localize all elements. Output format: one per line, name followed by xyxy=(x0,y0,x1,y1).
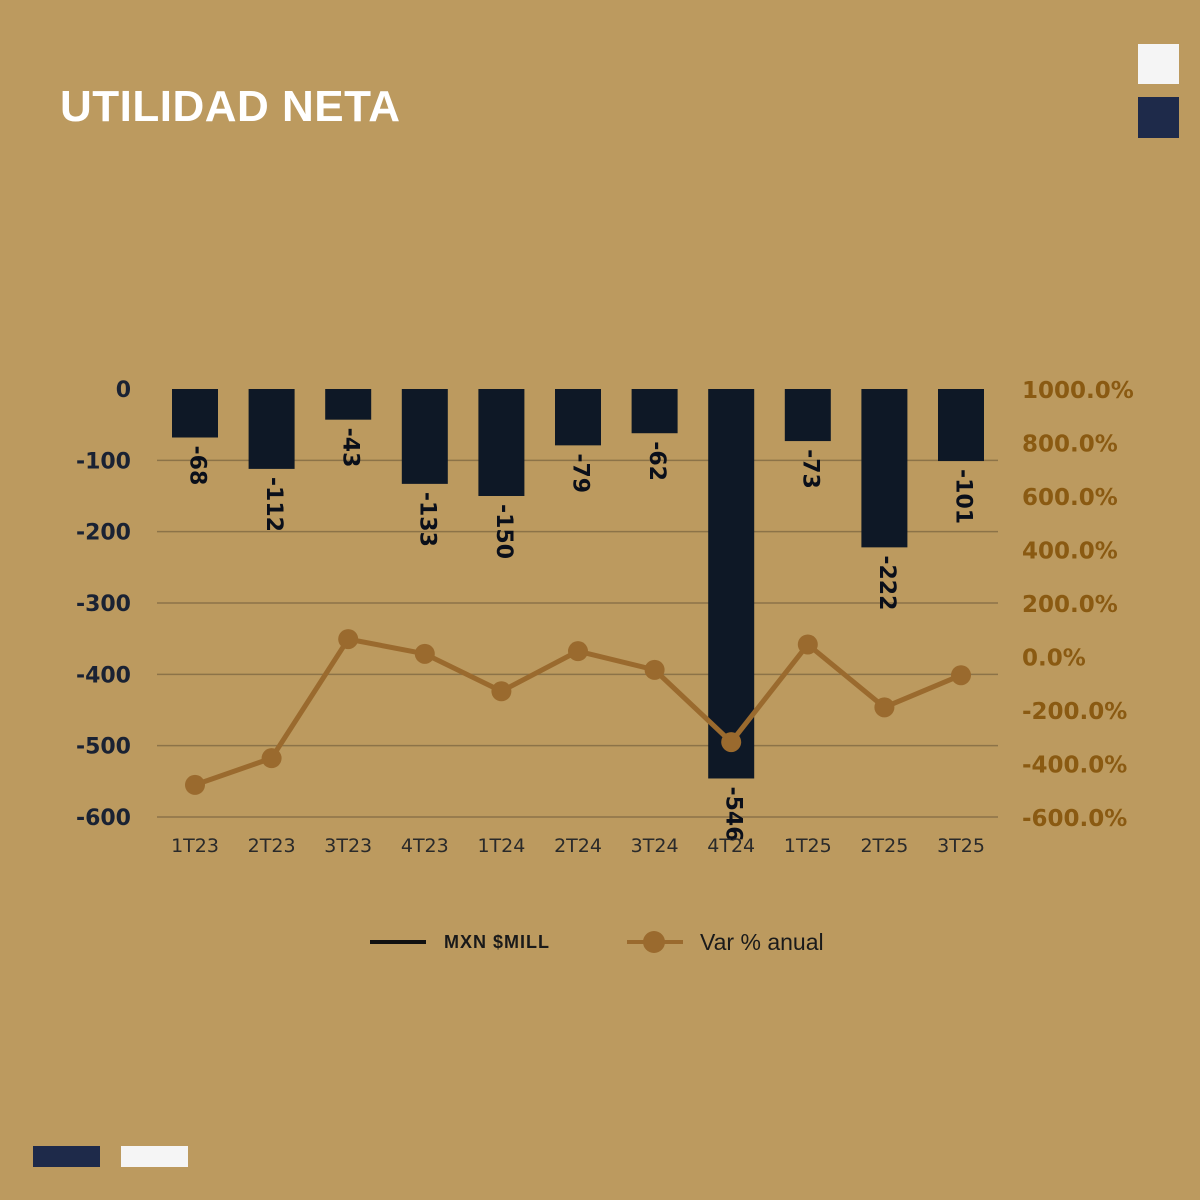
decorative-bar-navy xyxy=(33,1146,100,1167)
bar-3T24 xyxy=(631,389,678,434)
decorative-bar-white xyxy=(121,1146,188,1167)
bar-value-label: -79 xyxy=(568,453,593,493)
line-point-4T24 xyxy=(721,732,742,753)
y-right-tick-label: 1000.0% xyxy=(1022,378,1134,404)
bar-2T24 xyxy=(555,389,601,446)
line-point-2T23 xyxy=(261,748,282,769)
bar-value-label: -133 xyxy=(414,492,439,547)
y-left-tick-label: -100 xyxy=(76,449,131,474)
x-tick-label: 1T23 xyxy=(171,835,219,857)
bar-value-label: -222 xyxy=(874,555,899,610)
bar-2T25 xyxy=(861,389,908,548)
bar-value-label: -101 xyxy=(951,469,976,524)
y-right-tick-label: 600.0% xyxy=(1022,485,1118,511)
line-point-2T25 xyxy=(874,697,895,718)
legend-label-line: Var % anual xyxy=(700,928,824,955)
x-tick-label: 2T24 xyxy=(554,835,602,857)
y-left-tick-label: 0 xyxy=(116,378,131,403)
bar-3T25 xyxy=(938,389,984,462)
bar-value-label: -43 xyxy=(338,428,363,468)
y-left-tick-label: -200 xyxy=(76,521,131,546)
chart-title: UTILIDAD NETA xyxy=(60,82,401,131)
y-right-tick-label: 400.0% xyxy=(1022,539,1118,565)
x-tick-label: 4T24 xyxy=(707,835,755,857)
bar-2T23 xyxy=(248,389,295,469)
x-tick-label: 1T24 xyxy=(477,835,525,857)
decorative-square-navy xyxy=(1138,97,1179,138)
legend-label-bars: MXN $MILL xyxy=(444,931,550,952)
bar-value-label: -150 xyxy=(491,504,516,559)
line-point-3T23 xyxy=(338,629,359,650)
y-right-tick-label: -200.0% xyxy=(1022,699,1127,725)
bar-1T24 xyxy=(478,389,525,496)
y-right-tick-label: -400.0% xyxy=(1022,753,1127,779)
bar-3T23 xyxy=(325,389,372,420)
bar-value-label: -73 xyxy=(797,449,822,489)
decorative-square-white xyxy=(1138,44,1179,84)
x-tick-label: 3T24 xyxy=(631,835,679,857)
bar-1T25 xyxy=(784,389,831,442)
bar-4T24 xyxy=(708,389,755,779)
line-point-3T25 xyxy=(951,665,971,686)
bar-value-label: -68 xyxy=(185,446,210,486)
line-point-3T24 xyxy=(644,659,665,680)
bar-1T23 xyxy=(172,389,218,438)
y-left-tick-label: -400 xyxy=(76,663,131,688)
bar-value-label: -112 xyxy=(261,477,286,532)
x-tick-label: 3T23 xyxy=(324,835,372,857)
y-left-tick-label: -300 xyxy=(76,592,131,617)
x-tick-label: 2T25 xyxy=(860,835,908,857)
line-point-1T24 xyxy=(491,681,512,702)
y-right-tick-label: 0.0% xyxy=(1022,646,1086,672)
y-left-tick-label: -600 xyxy=(76,806,131,831)
legend-item-bars: MXN $MILL xyxy=(370,922,550,962)
y-right-tick-label: 800.0% xyxy=(1022,432,1118,458)
x-tick-label: 3T25 xyxy=(937,835,985,857)
bar-value-label: -62 xyxy=(644,441,669,481)
legend-line-swatch-icon xyxy=(627,930,683,954)
y-left-tick-label: -500 xyxy=(76,735,131,760)
legend-bar-swatch-icon xyxy=(370,940,426,944)
x-tick-label: 2T23 xyxy=(248,835,296,857)
legend: MXN $MILL Var % anual xyxy=(0,922,1200,962)
chart-svg: 0 -100 -200 -300 -400 -500 -600 1000.0% 800.0% 60… xyxy=(76,378,1134,857)
line-point-4T23 xyxy=(414,643,435,664)
x-tick-label: 1T25 xyxy=(784,835,832,857)
bar-4T23 xyxy=(401,389,448,484)
line-point-1T25 xyxy=(797,634,818,655)
legend-item-line: Var % anual xyxy=(627,922,824,962)
bar-value-label: -546 xyxy=(721,786,746,841)
y-right-tick-label: 200.0% xyxy=(1022,592,1118,618)
y-right-tick-label: -600.0% xyxy=(1022,806,1127,832)
line-point-1T23 xyxy=(185,774,205,795)
line-point-2T24 xyxy=(568,641,588,662)
x-tick-label: 4T23 xyxy=(401,835,449,857)
